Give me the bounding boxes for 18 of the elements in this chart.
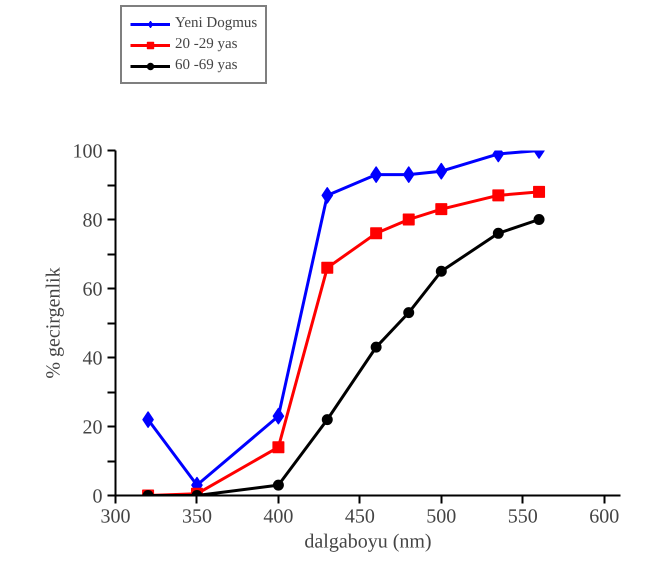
legend-label: 20 -29 yas	[175, 36, 238, 53]
y-tick-label: 20	[82, 416, 102, 438]
y-tick-label: 100	[72, 140, 102, 162]
legend-label: 60 -69 yas	[175, 57, 238, 74]
legend-label: Yeni Dogmus	[175, 15, 258, 32]
y-tick-label: 40	[82, 348, 102, 370]
x-tick-label: 500	[426, 506, 456, 528]
y-tick-label: 60	[82, 278, 102, 300]
x-tick-label: 400	[263, 506, 294, 528]
y-tick-label: 0	[92, 486, 102, 508]
y-tick-label: 80	[82, 210, 102, 232]
x-tick-label: 600	[589, 506, 620, 528]
y-axis-title: % gecirgenlik	[42, 267, 64, 379]
x-tick-label: 350	[182, 506, 212, 528]
x-tick-label: 450	[344, 506, 375, 528]
x-tick-label: 300	[100, 506, 130, 528]
x-axis-title: dalgaboyu (nm)	[304, 530, 432, 552]
x-tick-label: 550	[508, 506, 538, 528]
